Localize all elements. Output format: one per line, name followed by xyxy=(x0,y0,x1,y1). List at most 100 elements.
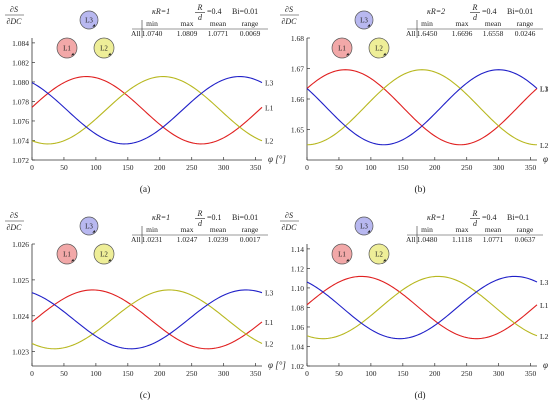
phase-icon-l3 xyxy=(354,10,374,30)
y-tick-label: 1.67 xyxy=(291,65,304,74)
series-label-l3: L3 xyxy=(540,84,549,93)
x-tick-label: 200 xyxy=(154,369,166,378)
stats-header-min: min xyxy=(146,19,158,28)
param-r-numerator: R xyxy=(472,209,478,218)
series-line-l1 xyxy=(306,69,538,146)
stats-value-range: 0.0637 xyxy=(515,235,536,244)
stats-header-mean: mean xyxy=(210,19,226,28)
x-tick-label: 250 xyxy=(461,369,473,378)
series-label-l3: L3 xyxy=(540,278,549,287)
param-r-value: =0.1 xyxy=(207,213,222,222)
stats-value-mean: 1.6558 xyxy=(483,29,504,38)
y-tick-label: 1.080 xyxy=(12,78,29,87)
x-tick-label: 0 xyxy=(30,163,34,172)
phase-icon-l3 xyxy=(79,216,99,236)
series-line-l1 xyxy=(31,76,263,145)
x-tick-label: 50 xyxy=(60,369,68,378)
rotation-arrow-icon xyxy=(92,24,96,27)
y-tick-label: 1.08 xyxy=(291,303,304,312)
phase-icon-l1 xyxy=(331,243,353,265)
x-axis-label: φ [°] xyxy=(543,154,550,164)
x-tick-label: 200 xyxy=(429,163,441,172)
panel-label: (d) xyxy=(414,390,425,401)
y-tick-label: 1.024 xyxy=(12,312,29,321)
x-tick-label: 100 xyxy=(90,369,102,378)
x-axis-label: φ [°] xyxy=(543,360,550,370)
stats-value-min: 1.0480 xyxy=(417,235,438,244)
x-tick-label: 0 xyxy=(30,369,34,378)
y-axis-label-numerator: ∂S xyxy=(10,5,18,14)
x-tick-label: 200 xyxy=(429,369,441,378)
x-tick-label: 250 xyxy=(186,369,198,378)
x-tick-label: 300 xyxy=(493,369,505,378)
y-tick-label: 1.082 xyxy=(12,58,29,67)
param-r-denominator: d xyxy=(473,219,478,228)
phase-icon-label: L1 xyxy=(63,45,71,53)
y-tick-label: 1.68 xyxy=(291,34,304,43)
phase-icon-label: L2 xyxy=(375,251,383,259)
stats-header-mean: mean xyxy=(485,225,501,234)
stats-row-label: All xyxy=(131,29,141,38)
stats-value-mean: 1.0239 xyxy=(208,235,229,244)
param-r-denominator: d xyxy=(198,13,203,22)
stats-value-range: 0.0017 xyxy=(240,235,261,244)
stats-value-mean: 1.0771 xyxy=(483,235,504,244)
param-bi: Bi=0.01 xyxy=(232,7,258,16)
panel-label: (b) xyxy=(414,184,425,195)
param-kr: κR=1 xyxy=(152,7,170,16)
stats-header-min: min xyxy=(146,225,158,234)
x-tick-label: 200 xyxy=(154,163,166,172)
param-r-numerator: R xyxy=(472,3,478,12)
x-tick-label: 150 xyxy=(122,369,134,378)
stats-header-max: max xyxy=(456,225,469,234)
y-tick-label: 1.025 xyxy=(12,276,29,285)
param-r-value: =0.4 xyxy=(482,7,497,16)
rotation-arrow-icon xyxy=(71,52,74,56)
y-tick-label: 1.023 xyxy=(12,348,29,357)
series-line-l3 xyxy=(31,76,263,145)
x-tick-label: 300 xyxy=(493,163,505,172)
y-axis-label-numerator: ∂S xyxy=(10,211,18,220)
param-kr: κR=1 xyxy=(427,213,445,222)
series-line-l2 xyxy=(31,76,263,145)
stats-value-min: 1.6450 xyxy=(417,29,438,38)
stats-value-mean: 1.0771 xyxy=(208,29,229,38)
series-label-l2: L2 xyxy=(540,332,549,341)
rotation-arrow-icon xyxy=(92,230,96,233)
series-line-l1 xyxy=(31,289,263,350)
phase-icon-l1 xyxy=(331,37,353,59)
x-tick-label: 0 xyxy=(305,163,309,172)
x-tick-label: 250 xyxy=(186,163,198,172)
stats-header-range: range xyxy=(517,225,534,234)
x-tick-label: 100 xyxy=(365,163,377,172)
phase-icon-l3 xyxy=(354,216,374,236)
stats-header-range: range xyxy=(517,19,534,28)
x-tick-label: 300 xyxy=(218,163,230,172)
x-tick-label: 300 xyxy=(218,369,230,378)
rotation-arrow-icon xyxy=(383,52,386,56)
chart-panel-2: 1.65 1.66 1.67 1.68 0 50 100 150 200 250 300 350 φ [… xyxy=(280,3,550,195)
rotation-arrow-icon xyxy=(367,24,371,27)
x-tick-label: 150 xyxy=(397,369,409,378)
x-tick-label: 150 xyxy=(122,163,134,172)
rotation-arrow-icon xyxy=(346,258,349,262)
series-label-l1: L1 xyxy=(265,103,274,112)
series-line-l3 xyxy=(306,275,538,340)
stats-value-max: 1.0247 xyxy=(177,235,198,244)
series-label-l2: L2 xyxy=(265,137,274,146)
param-bi: Bi=0.01 xyxy=(507,7,533,16)
y-tick-label: 1.076 xyxy=(12,117,29,126)
x-tick-label: 0 xyxy=(305,369,309,378)
phase-icon-l1 xyxy=(56,243,78,265)
param-kr: κR=1 xyxy=(152,213,170,222)
stats-header-range: range xyxy=(242,225,259,234)
y-axis-label-numerator: ∂S xyxy=(285,5,293,14)
y-tick-label: 1.65 xyxy=(291,126,304,135)
rotation-arrow-icon xyxy=(108,52,111,56)
series-label-l2: L2 xyxy=(540,141,549,150)
param-r-denominator: d xyxy=(473,13,478,22)
rotation-arrow-icon xyxy=(383,258,386,262)
series-line-l1 xyxy=(306,275,538,340)
phase-icon-l3 xyxy=(79,10,99,30)
